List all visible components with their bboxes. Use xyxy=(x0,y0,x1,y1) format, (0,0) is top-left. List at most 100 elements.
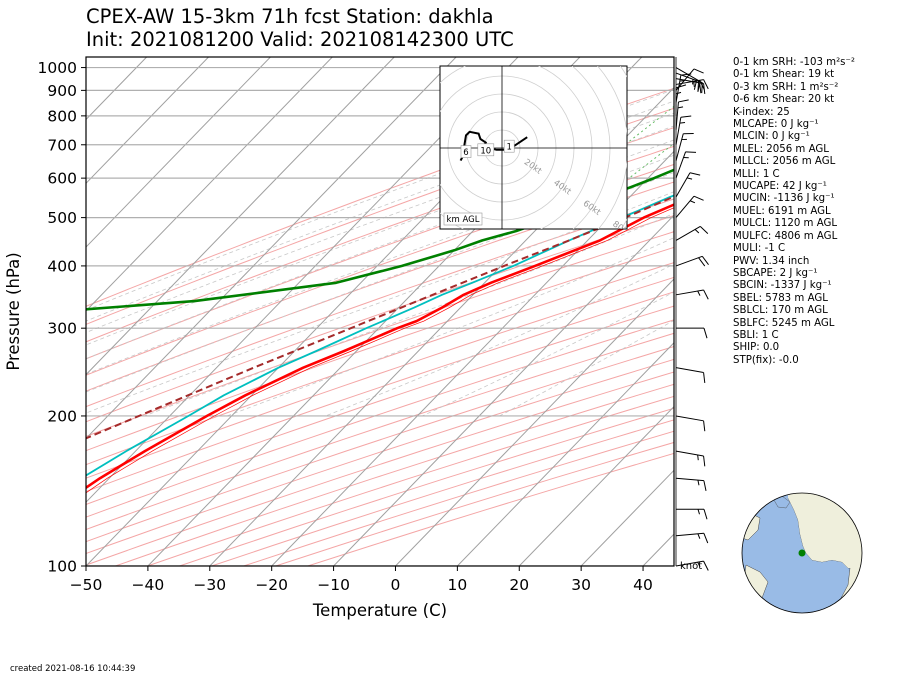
wind-barb xyxy=(675,560,709,571)
dry-adiabat xyxy=(86,276,674,479)
index-line: SBCAPE: 2 J kg⁻¹ xyxy=(733,267,818,279)
wind-barb xyxy=(676,327,708,339)
dry-adiabat xyxy=(86,181,674,392)
index-line: MLLCL: 2056 m AGL xyxy=(733,156,836,168)
wind-barb xyxy=(675,255,709,267)
x-axis-label: Temperature (C) xyxy=(312,601,447,620)
hodograph-ring-label: 80kt xyxy=(610,219,632,239)
index-line: SBLCL: 170 m AGL xyxy=(733,305,828,317)
wind-barb xyxy=(675,115,692,145)
y-tick-label: 300 xyxy=(47,320,77,338)
y-tick-label: 900 xyxy=(47,82,77,100)
hodograph-point-box xyxy=(503,139,515,153)
wind-barb xyxy=(675,79,709,90)
hodograph-corner-box xyxy=(443,212,483,226)
dry-adiabat xyxy=(86,358,674,555)
x-tick-label: 40 xyxy=(633,576,653,594)
dry-adiabat xyxy=(86,198,674,408)
index-line: SHIP: 0.0 xyxy=(733,342,780,354)
stability-indices: 0-1 km SRH: -103 m²s⁻² 0-1 km Shear: 19 k… xyxy=(733,57,855,367)
wind-barb xyxy=(675,225,709,241)
index-line: K-index: 25 xyxy=(733,106,790,118)
mixing-ratio-line xyxy=(891,57,906,178)
index-line: MULCL: 1120 m AGL xyxy=(733,218,838,230)
isotherm xyxy=(86,57,519,503)
y-tick-label: 600 xyxy=(47,170,77,188)
station-marker xyxy=(798,549,806,557)
wind-unit-label: knot xyxy=(680,561,702,572)
y-tick-label: 1000 xyxy=(38,59,77,77)
x-tick-label: 10 xyxy=(448,576,468,594)
wind-barb xyxy=(676,508,708,520)
index-line: SBLFC: 5245 m AGL xyxy=(733,317,835,329)
wind-barb xyxy=(675,99,689,130)
x-tick-label: −50 xyxy=(70,576,103,594)
dry-adiabat xyxy=(86,332,674,531)
virtual-temperature-line xyxy=(86,207,674,494)
isotherm xyxy=(86,57,333,312)
y-tick-label: 500 xyxy=(47,209,77,227)
x-tick-label: −20 xyxy=(255,576,288,594)
moist-adiabat xyxy=(86,125,674,346)
hodograph-point-box xyxy=(477,143,495,157)
index-line: MUCAPE: 42 J kg⁻¹ xyxy=(733,181,827,193)
x-tick-label: −40 xyxy=(132,576,165,594)
index-line: MLLI: 1 C xyxy=(733,168,780,180)
y-tick-label: 700 xyxy=(47,136,77,154)
plot-frame xyxy=(85,56,675,567)
x-tick-label: −10 xyxy=(317,576,350,594)
dry-adiabat xyxy=(86,246,674,452)
index-line: 0-1 km SRH: -103 m²s⁻² xyxy=(733,57,855,68)
index-line: 0-6 km Shear: 20 kt xyxy=(733,94,835,106)
hodograph-height-label: 1 xyxy=(506,143,511,153)
wind-barb xyxy=(675,151,697,179)
globe-outline xyxy=(741,492,863,614)
chart-title-line1: CPEX-AW 15-3km 71h fcst Station: dakhla xyxy=(86,5,494,28)
y-tick-label: 200 xyxy=(47,407,77,425)
temperature-line xyxy=(86,203,674,490)
index-line: SBLI: 1 C xyxy=(733,329,779,341)
index-line: SBEL: 5783 m AGL xyxy=(733,292,828,304)
dry-adiabat xyxy=(86,319,674,518)
isotherm xyxy=(86,57,271,248)
x-tick-label: 30 xyxy=(571,576,591,594)
index-line: PWV: 1.34 inch xyxy=(733,255,810,267)
wind-barb xyxy=(675,450,706,467)
wind-barb xyxy=(675,132,694,161)
isotherm xyxy=(333,214,674,566)
wind-barb xyxy=(675,73,692,103)
hodograph-height-label: 10 xyxy=(480,146,491,156)
index-line: 0-3 km SRH: 1 m²s⁻² xyxy=(733,81,839,93)
dry-adiabat xyxy=(86,345,674,543)
isotherm xyxy=(86,57,209,185)
index-line: SBCIN: -1337 J kg⁻¹ xyxy=(733,280,832,292)
isotherm xyxy=(271,150,674,566)
isotherm xyxy=(457,342,674,566)
x-tick-label: 20 xyxy=(509,576,529,594)
hodograph-corner-label: km AGL xyxy=(447,215,480,225)
wind-barb xyxy=(675,195,704,218)
mixing-ratio-line xyxy=(853,57,906,178)
y-tick-label: 100 xyxy=(47,558,77,576)
hodograph-point-box xyxy=(460,145,472,158)
isotherm xyxy=(86,57,395,376)
dry-adiabat xyxy=(86,291,674,493)
x-tick-label: −30 xyxy=(193,576,226,594)
index-line: STP(fix): -0.0 xyxy=(733,354,799,366)
isotherm xyxy=(518,405,674,566)
dry-adiabat xyxy=(86,262,674,466)
index-line: MLCIN: 0 J kg⁻¹ xyxy=(733,131,810,143)
wind-barb xyxy=(675,84,687,116)
wind-barb xyxy=(675,367,706,383)
dry-adiabat xyxy=(86,305,674,505)
y-tick-label: 800 xyxy=(47,107,77,125)
x-tick-label: 0 xyxy=(391,576,401,594)
wind-barb xyxy=(675,532,709,544)
index-line: MUEL: 6191 m AGL xyxy=(733,205,831,217)
index-line: 0-1 km Shear: 19 kt xyxy=(733,69,835,81)
isotherm xyxy=(395,278,674,566)
wind-barb xyxy=(675,172,701,198)
